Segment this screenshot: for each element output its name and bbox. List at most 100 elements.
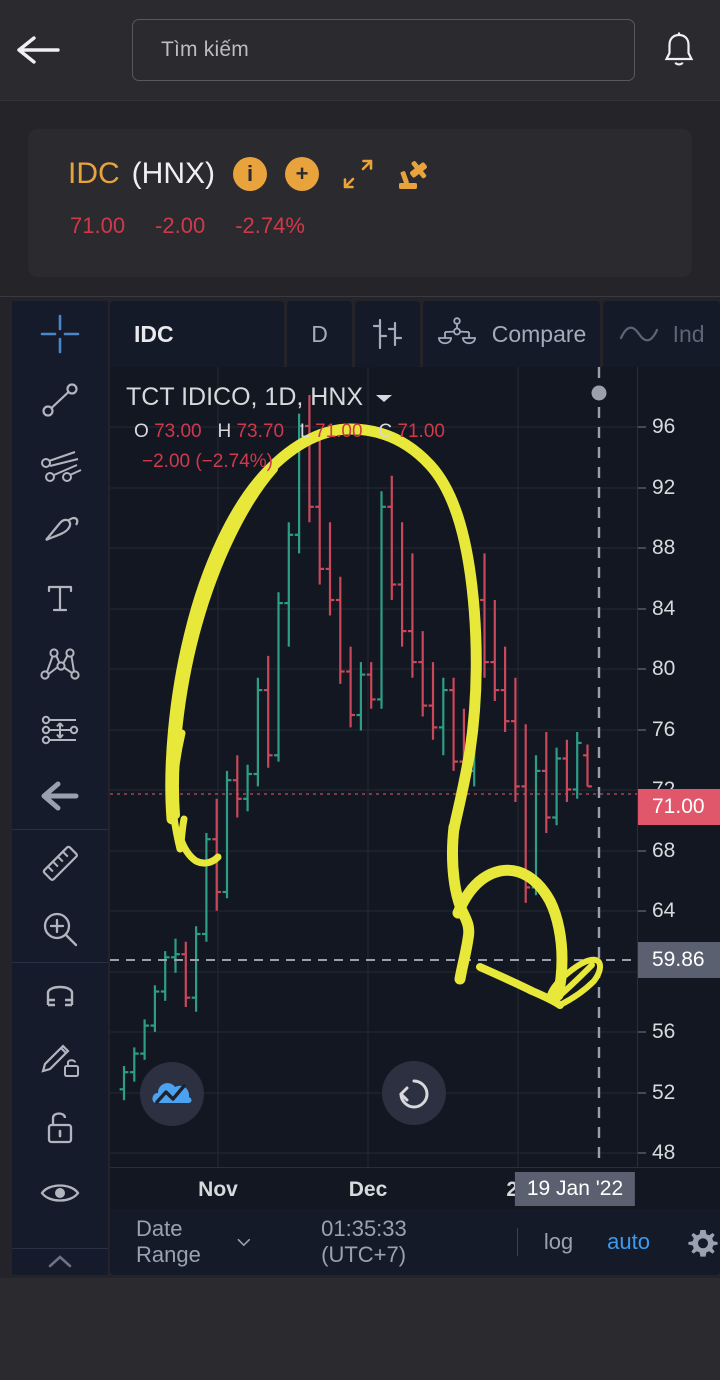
lock-icon[interactable] (12, 1094, 108, 1160)
drawing-toolbar (12, 301, 108, 1275)
quote-change: -2.00 (155, 213, 206, 238)
notifications-button[interactable] (639, 0, 719, 100)
compare-label: Compare (491, 320, 587, 347)
search-input[interactable]: Tìm kiếm (132, 19, 635, 81)
chart-interval-button[interactable]: D (287, 301, 352, 367)
price-tick-label: 92 (652, 476, 676, 499)
price-tick-label: 76 (652, 718, 676, 741)
quote-price-row: 71.00 -2.00 -2.74% (70, 213, 305, 239)
price-tick-mark (638, 910, 646, 912)
cloud-chart-logo-icon (152, 1083, 192, 1104)
ohlc-o-label: O (134, 421, 149, 442)
date-range-label: Date Range (136, 1216, 201, 1267)
log-scale-button[interactable]: log (543, 1229, 574, 1254)
app-logo-button[interactable] (140, 1062, 204, 1126)
quote-last-price: 71.00 (70, 213, 126, 238)
price-tick-mark (638, 850, 646, 852)
indicators-label: Ind (672, 320, 705, 347)
last-price-badge: 71.00 (638, 789, 720, 825)
chart-settings-button[interactable] (686, 1225, 720, 1259)
chart-toolbar: IDC D (110, 301, 720, 367)
quote-symbol: IDC (68, 157, 120, 190)
crosshair-dot (591, 385, 607, 401)
price-tick-mark (638, 1152, 646, 1154)
pencil-lock-icon[interactable] (12, 1028, 108, 1094)
measure-range-icon[interactable] (12, 697, 108, 763)
quote-card[interactable]: IDC (HNX) i + (28, 129, 692, 277)
bar-chart-type-icon (373, 318, 403, 350)
chart-compare-button[interactable]: Compare (422, 301, 600, 367)
price-tick-label: 96 (652, 415, 676, 438)
chart-plot-area[interactable]: TCT IDICO, 1D, HNX O 73.00 H 73.70 L 71.… (110, 367, 637, 1167)
bell-icon (664, 32, 694, 66)
brush-icon[interactable] (12, 499, 108, 565)
info-icon[interactable]: i (233, 157, 267, 191)
arrow-marker-icon[interactable] (12, 763, 108, 829)
chart-symbol-button[interactable]: IDC (110, 301, 285, 367)
ohlc-h-value: 73.70 (236, 421, 285, 442)
chart-panel: IDC D (0, 296, 720, 1278)
reset-chart-icon (399, 1079, 429, 1109)
gavel-icon[interactable] (397, 157, 435, 191)
magnet-icon[interactable] (12, 962, 108, 1028)
quote-exchange: (HNX) (131, 157, 215, 190)
chevron-up-icon[interactable] (12, 1249, 108, 1275)
ruler-icon[interactable] (12, 830, 108, 896)
chart-bar-type-button[interactable] (354, 301, 420, 367)
trend-line-icon[interactable] (12, 367, 108, 433)
zoom-in-icon[interactable] (12, 896, 108, 962)
price-tick-mark (638, 426, 646, 428)
price-tick-label: 56 (652, 1020, 676, 1043)
chart-indicators-button[interactable]: Ind (602, 301, 720, 367)
price-tick-mark (638, 668, 646, 670)
price-tick-label: 80 (652, 657, 676, 680)
chart-interval-label: D (311, 320, 328, 347)
ohlc-c-value: 71.00 (397, 421, 445, 442)
eye-icon[interactable] (12, 1160, 108, 1226)
ohlc-l-value: 71.00 (315, 421, 363, 442)
reset-chart-button[interactable] (382, 1061, 446, 1125)
price-tick-mark (638, 1092, 646, 1094)
pattern-icon[interactable] (12, 631, 108, 697)
chart-clock: 01:35:33 (UTC+7) (321, 1216, 407, 1267)
time-tick-label: Dec (348, 1178, 388, 1201)
price-tick-label: 88 (652, 536, 676, 559)
fib-retracement-icon[interactable] (12, 433, 108, 499)
price-tick-label: 68 (652, 839, 676, 862)
price-axis[interactable]: 96 92 88 84 80 76 72 71.00 68 64 59.86 (637, 367, 720, 1167)
gear-icon (688, 1230, 718, 1257)
chart-ohlc-legend: O 73.00 H 73.70 L 71.00 C 71.00 (134, 421, 445, 443)
arrow-left-icon (17, 36, 60, 64)
price-tick-label: 64 (652, 899, 676, 922)
chart-legend-title[interactable]: TCT IDICO, 1D, HNX (126, 383, 395, 412)
price-tick-label: 48 (652, 1141, 676, 1164)
crosshair-price-badge: 59.86 (638, 942, 720, 978)
quote-section: IDC (HNX) i + (0, 100, 720, 296)
chart-status-bar: Date Range 01:35:33 (UTC+7) log auto (110, 1209, 720, 1275)
expand-arrows-icon[interactable] (341, 157, 375, 191)
freehand-drawing[interactable] (165, 423, 604, 1009)
price-tick-mark (638, 547, 646, 549)
price-tick-label: 52 (652, 1081, 676, 1104)
crosshair-date-badge: 19 Jan '22 (514, 1172, 636, 1206)
chart-title-label: TCT IDICO, 1D, HNX (126, 383, 364, 411)
back-button[interactable] (0, 0, 76, 100)
time-axis[interactable]: Nov Dec 20 19 Jan '22 (110, 1167, 720, 1209)
auto-scale-button[interactable]: auto (607, 1229, 650, 1254)
measure-tools-group (12, 830, 108, 962)
price-tick-mark (638, 1031, 646, 1033)
toolbar-divider (12, 829, 108, 830)
crosshair-icon[interactable] (12, 301, 108, 367)
text-icon[interactable] (12, 565, 108, 631)
price-tick-mark (638, 608, 646, 610)
chevron-down-icon (237, 1238, 250, 1247)
chart-svg (110, 367, 637, 1167)
date-range-button[interactable]: Date Range (136, 1216, 251, 1268)
price-tick-mark (638, 487, 646, 489)
toolbar-divider-3 (12, 1248, 108, 1249)
top-app-bar: Tìm kiếm (0, 0, 720, 100)
plus-icon[interactable]: + (285, 157, 319, 191)
chart-canvas[interactable]: TCT IDICO, 1D, HNX O 73.00 H 73.70 L 71.… (110, 367, 720, 1209)
chart-change-legend: −2.00 (−2.74%) (142, 451, 273, 472)
